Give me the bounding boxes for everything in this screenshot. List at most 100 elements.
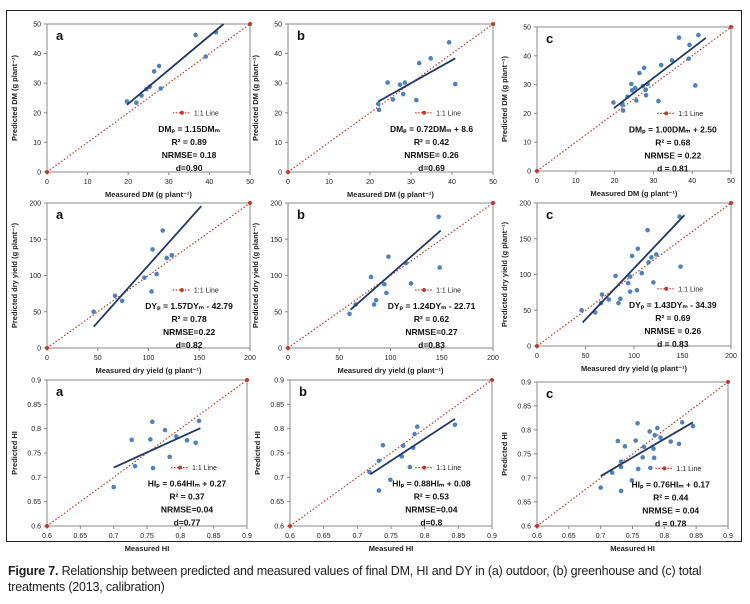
stats-line: HIₚ = 0.64HIₘ + 0.27 bbox=[148, 479, 227, 489]
y-tick-label: 10 bbox=[33, 140, 41, 147]
caption-text: Relationship between predicted and measu… bbox=[8, 564, 702, 594]
x-tick-label: 0.75 bbox=[140, 533, 154, 540]
regression-line bbox=[113, 427, 201, 469]
one-to-one-endpoint bbox=[45, 170, 49, 174]
x-tick-label: 0.9 bbox=[487, 533, 497, 540]
y-tick-label: 150 bbox=[270, 237, 282, 244]
stats-line: DMₚ = 0.72DMₘ + 8.6 bbox=[390, 124, 473, 134]
data-point bbox=[112, 293, 118, 299]
data-point bbox=[627, 289, 633, 294]
one-to-one-line bbox=[536, 26, 732, 172]
data-point bbox=[446, 40, 452, 45]
y-tick-label: 150 bbox=[29, 237, 41, 244]
data-point bbox=[687, 42, 692, 48]
one-to-one-line bbox=[536, 381, 729, 527]
stats-line: R² = 0.62 bbox=[414, 314, 449, 324]
stats-line: R² = 0.78 bbox=[171, 314, 206, 324]
y-tick-label: 0.6 bbox=[31, 524, 41, 531]
one-to-one-endpoint bbox=[535, 344, 539, 348]
data-point bbox=[132, 463, 138, 469]
data-point bbox=[643, 87, 648, 93]
legend-marker bbox=[664, 111, 669, 116]
x-tick-label: 20 bbox=[366, 179, 374, 186]
panel-label: a bbox=[56, 384, 64, 399]
one-to-one-endpoint bbox=[729, 25, 733, 29]
x-tick-label: 100 bbox=[385, 355, 397, 362]
x-tick-label: 50 bbox=[335, 355, 343, 362]
y-tick-label: 200 bbox=[270, 201, 282, 208]
x-tick-label: 0.65 bbox=[74, 533, 88, 540]
data-point bbox=[373, 297, 379, 303]
data-point bbox=[203, 54, 209, 59]
data-point bbox=[129, 437, 134, 443]
stats-line: NRMSE=0.22 bbox=[163, 327, 215, 337]
regression-line bbox=[369, 418, 456, 476]
regression-line bbox=[349, 229, 442, 311]
x-tick-label: 200 bbox=[725, 353, 737, 360]
data-point bbox=[414, 97, 419, 103]
data-point bbox=[668, 439, 673, 444]
y-axis-label: Predicted dry yield (g plant⁻¹) bbox=[500, 221, 509, 327]
y-tick-label: 150 bbox=[519, 236, 531, 243]
x-axis-label: Measured DM (g plant⁻¹) bbox=[591, 189, 678, 198]
data-point bbox=[678, 264, 683, 269]
stats-line: d = 0.81 bbox=[657, 163, 689, 173]
x-tick-label: 100 bbox=[143, 355, 155, 362]
data-point bbox=[193, 440, 198, 446]
data-point bbox=[156, 63, 162, 69]
data-point bbox=[677, 214, 682, 219]
legend-label: 1:1 Line bbox=[436, 465, 461, 472]
data-point bbox=[150, 465, 156, 471]
one-to-one-endpoint bbox=[729, 201, 733, 205]
data-point bbox=[169, 252, 175, 258]
data-point bbox=[382, 281, 387, 287]
y-tick-label: 50 bbox=[274, 309, 282, 316]
legend-label: 1:1 Line bbox=[194, 110, 219, 117]
y-tick-label: 0.65 bbox=[270, 499, 284, 506]
chart-dy-c: 0 50 100 150 200 0 50 100 150 200 Measured dry yie… bbox=[500, 201, 737, 374]
x-tick-label: 0.6 bbox=[285, 533, 295, 540]
data-point bbox=[142, 275, 147, 280]
data-point bbox=[436, 214, 441, 220]
legend-marker bbox=[422, 288, 427, 292]
one-to-one-endpoint bbox=[288, 524, 292, 528]
plot-area bbox=[287, 23, 494, 173]
legend-label: 1:1 Line bbox=[436, 110, 461, 117]
chart-dm-b: 0 10 20 30 40 50 0 10 20 30 40 50 Measured DM (g pla… bbox=[251, 22, 497, 200]
y-tick-label: 30 bbox=[274, 81, 282, 88]
x-axis-label: Measured dry yield (g plant⁻¹) bbox=[95, 366, 202, 375]
y-tick-label: 0.75 bbox=[517, 452, 531, 459]
y-axis-label: Predicted dry yield (g plant⁻¹) bbox=[10, 222, 19, 328]
y-tick-label: 10 bbox=[274, 140, 282, 147]
legend-marker bbox=[178, 465, 182, 470]
stats-line: d=0.69 bbox=[418, 163, 445, 173]
data-point bbox=[386, 254, 391, 259]
one-to-one-line bbox=[46, 202, 251, 349]
y-tick-label: 50 bbox=[523, 25, 531, 32]
x-tick-label: 0.7 bbox=[352, 533, 362, 540]
data-point bbox=[385, 80, 390, 85]
data-point bbox=[609, 470, 615, 476]
plot-area bbox=[536, 26, 732, 172]
y-tick-label: 20 bbox=[33, 110, 41, 117]
x-tick-label: 200 bbox=[487, 355, 499, 362]
y-tick-label: 0.9 bbox=[274, 378, 284, 385]
data-point bbox=[627, 274, 633, 279]
stats-line: d = 0.83 bbox=[657, 339, 689, 349]
x-tick-label: 0.7 bbox=[596, 533, 606, 540]
stats-line: DYₚ = 1.57DYₘ - 42.79 bbox=[145, 301, 233, 311]
data-point bbox=[658, 62, 664, 68]
data-point bbox=[606, 297, 612, 302]
data-point bbox=[646, 260, 651, 265]
data-point bbox=[160, 228, 166, 233]
y-tick-label: 100 bbox=[270, 273, 282, 280]
chart-hi-c: 0.6 0.65 0.7 0.75 0.8 0.85 0.9 0.6 0.65 0.7 0.75 0.… bbox=[500, 380, 733, 554]
stats-line: DMₚ = 1.15DMₘ bbox=[158, 124, 220, 134]
y-tick-label: 50 bbox=[33, 22, 41, 29]
x-tick-label: 0 bbox=[286, 355, 290, 362]
data-point bbox=[648, 465, 653, 471]
x-tick-label: 0.75 bbox=[626, 533, 640, 540]
data-point bbox=[696, 32, 701, 38]
data-point bbox=[615, 438, 621, 444]
data-point bbox=[164, 255, 170, 261]
